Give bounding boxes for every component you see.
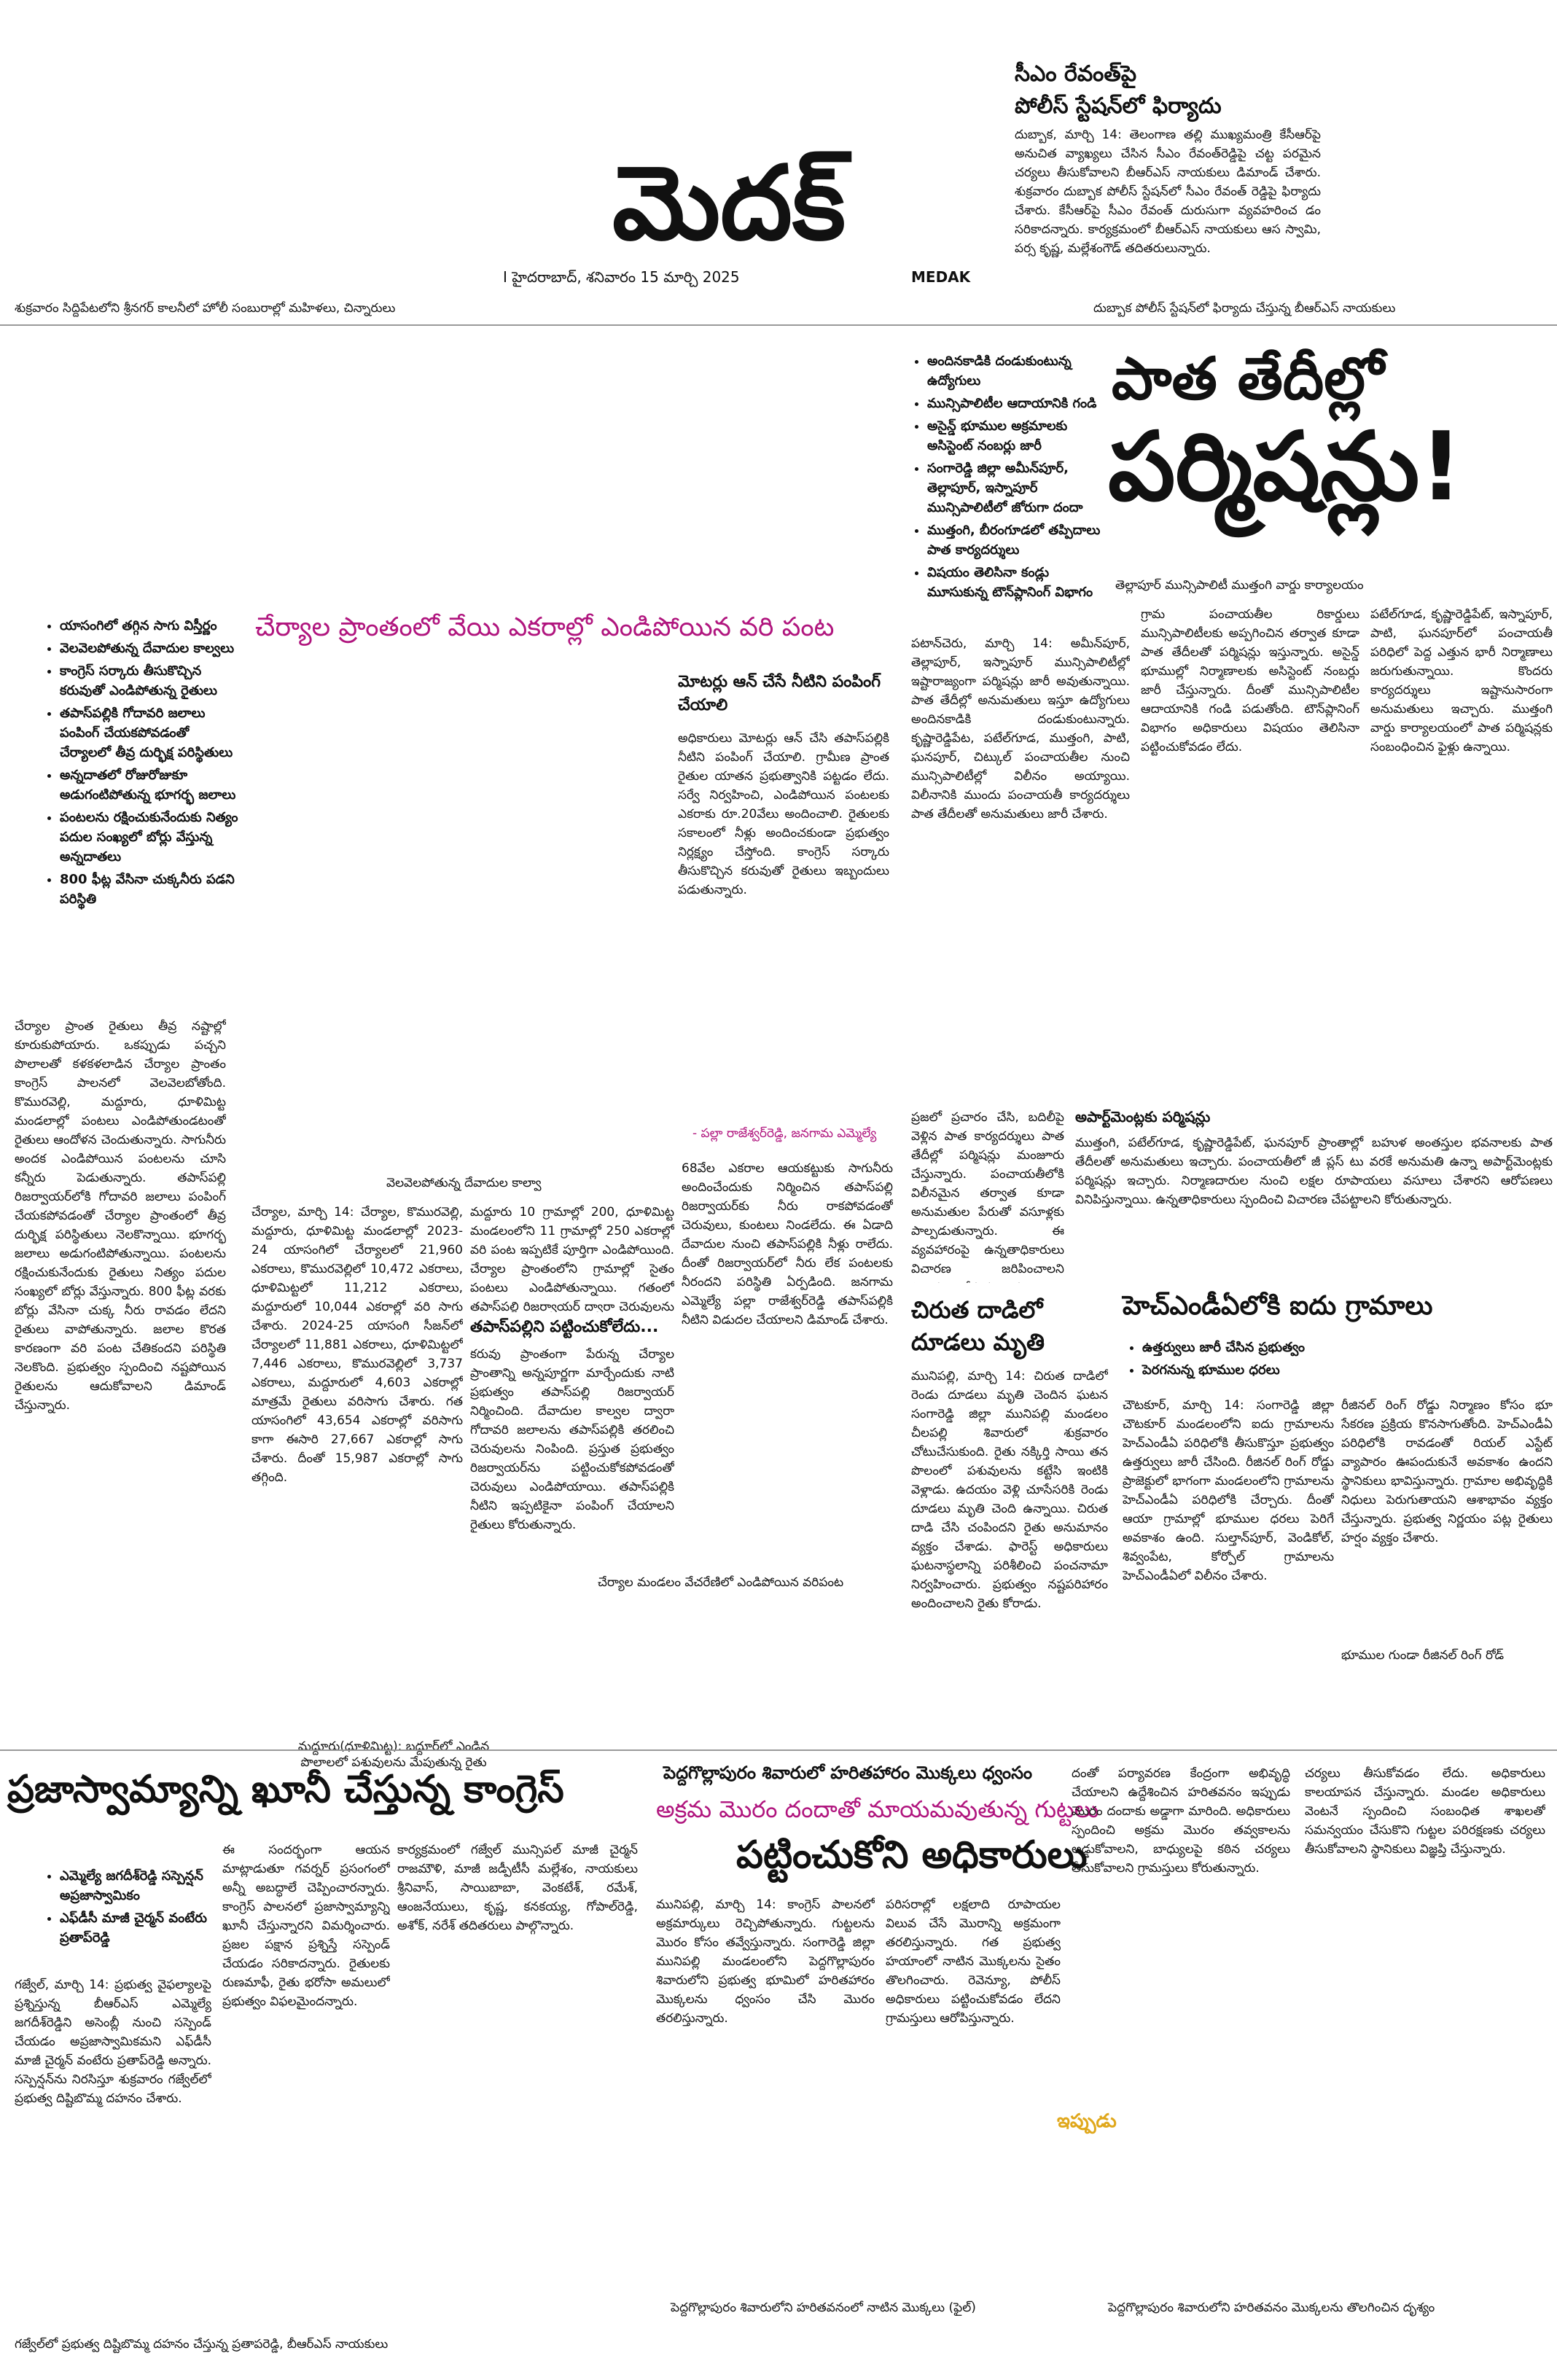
bullet: పంటలను రక్షించుకునేందుకు నిత్యం పదుల సంఖ… <box>60 808 242 867</box>
subhead: తపాస్‌పల్లిని పట్టించుకోలేదు... <box>470 1318 659 1336</box>
bullet: తపాస్‌పల్లికి గోదావరి జలాలు పంపింగ్ చేయక… <box>60 703 242 762</box>
bullet: యాసంగిలో తగ్గిన సాగు విస్తీర్ణం <box>60 616 242 636</box>
article-body: చేర్యాల, మార్చి 14: చేర్యాల, కొమురవెల్లి… <box>251 1205 463 1485</box>
article-body: చౌటకూర్, మార్చి 14: సంగారెడ్డి జిల్లా చౌ… <box>1123 1398 1334 1583</box>
bullet: ఉత్తర్వులు జారీ చేసిన ప్రభుత్వం <box>1142 1338 1434 1357</box>
headline: చేర్యాల ప్రాంతంలో వేయి ఎకరాల్లో ఎండిపోయి… <box>255 612 835 642</box>
article-body: అధికారులు మోటర్లు ఆన్ చేసి తపాస్‌పల్లికి… <box>678 731 889 897</box>
article-body: రీజినల్ రింగ్ రోడ్డు నిర్మాణం కోసం భూ సే… <box>1341 1398 1553 1545</box>
headline: పాత తేదీల్లో <box>1112 345 1384 413</box>
divider <box>0 324 1557 326</box>
bullet-list: ఎమ్మెల్యే జగదీశ్‌రెడ్డి సస్పెన్షన్ అప్రజ… <box>44 1866 227 1951</box>
photo-caption: పెద్దగొల్లాపురం శివారులోని హరితవనంలో నాట… <box>671 2301 976 2315</box>
headline: హెచ్ఎండీఏలోకి ఐదు గ్రామాలు <box>1123 1291 1433 1321</box>
label: ఇప్పుడు <box>1057 2110 1117 2132</box>
article-body: దంతో పర్యావరణ కేంద్రంగా అభివృద్ధి చేయాలన… <box>1072 1766 1290 1876</box>
divider <box>0 1749 1557 1751</box>
article-body: ముత్తంగి, పటేల్‌గూడ, కృష్ణారెడ్డిపేట్, ఘ… <box>1075 1136 1553 1207</box>
article-body: గ్రామ పంచాయతీల రికార్డులు మున్సిపాలిటీలక… <box>1141 607 1359 754</box>
article-body: దుబ్బాక, మార్చి 14: తెలంగాణ తల్లి ముఖ్యమ… <box>1015 128 1321 256</box>
bullet-list: యాసంగిలో తగ్గిన సాగు విస్తీర్ణం వెలవెలపో… <box>44 616 242 912</box>
article-body: ఈ సందర్భంగా ఆయన మాట్లాడుతూ గవర్నర్ ప్రసం… <box>222 1843 390 2009</box>
photo-caption: చేర్యాల మండలం వేచరేణిలో ఎండిపోయిన వరిపంట <box>598 1575 844 1590</box>
headline-line: చిరుత దాడిలో <box>911 1296 1043 1324</box>
article-body: చేర్యాల ప్రాంత రైతులు తీవ్ర నష్టాల్లో కూ… <box>15 1019 226 1413</box>
dateline: I హైదరాబాద్, శనివారం 15 మార్చి 2025 <box>503 268 740 286</box>
bullet: అసైన్డ్ భూముల అక్రమాలకు అసిస్టెంట్ నంబర్… <box>927 416 1109 456</box>
bullet: ముత్తంగి, బీరంగూడలో తప్పిదాలు పాత కార్యద… <box>927 520 1109 560</box>
article-body: 68వేల ఎకరాల ఆయకట్టుకు సాగునీరు అందించేంద… <box>682 1161 893 1327</box>
photo-caption: పెద్దగొల్లాపురం శివారులోని హరితవనం మొక్క… <box>1108 2301 1435 2315</box>
subhead: మోటర్లు ఆన్ చేసే నీటిని పంపింగ్ చేయాలి <box>678 673 881 714</box>
article-body: పటేల్‌గూడ, కృష్ణారెడ్డిపేట్, ఇస్నాపూర్, … <box>1370 607 1553 754</box>
bullet: అందినకాడికి దండుకుంటున్న ఉద్యోగులు <box>927 351 1109 391</box>
bullet: సంగారెడ్డి జిల్లా అమీన్‌పూర్, తెల్లాపూర్… <box>927 459 1109 518</box>
headline: పట్టించుకోని అధికారులు <box>736 1833 1088 1877</box>
bullet-list: ఉత్తర్వులు జారీ చేసిన ప్రభుత్వం పెరగనున్… <box>1126 1338 1434 1383</box>
bullet: అన్నదాతలో రోజురోజుకూ అడుగంటిపోతున్న భూగర… <box>60 765 242 805</box>
photo-caption: శుక్రవారం సిద్దిపేటలోని శ్రీనగర్ కాలనీలో… <box>15 301 396 316</box>
headline: సీఎం రేవంత్‌పై పోలీస్ స్టేషన్‌లో ఫిర్యాదు <box>1015 58 1335 122</box>
bullet: పెరగనున్న భూముల ధరలు <box>1142 1360 1434 1380</box>
bullet: మున్సిపాలిటీల ఆదాయానికి గండి <box>927 394 1109 413</box>
bullet: కాంగ్రెస్ సర్కారు తీసుకొచ్చిన కరువుతో ఎం… <box>60 661 242 701</box>
article-body: చర్యలు తీసుకోవడం లేదు. అధికారులు కాలయాపన… <box>1305 1766 1545 1857</box>
article-body: ప్రజలో ప్రచారం చేసి, బదిలీపై వెళ్లిన పాత… <box>911 1110 1064 1283</box>
masthead: మెదక్ <box>612 144 846 263</box>
photo-caption: తెల్లాపూర్ మున్సిపాలిటీ ముత్తంగి వార్డు … <box>1115 578 1364 593</box>
article-body: కరువు ప్రాంతంగా పేరున్న చేర్యాల ప్రాంతాన… <box>470 1347 674 1532</box>
edition: MEDAK <box>911 268 971 286</box>
photo-caption: వెలవెలపోతున్న దేవాదుల కాల్వా <box>386 1176 542 1190</box>
article-body: మద్దూరు 10 గ్రామాల్లో 200, ధూళిమిట్ట మండ… <box>470 1205 674 1312</box>
bullet: వెలవెలపోతున్న దేవాదుల కాల్వలు <box>60 639 242 658</box>
headline: అక్రమ మొరం దందాతో మాయమవుతున్న గుట్టలు <box>656 1795 1099 1823</box>
headline: ప్రజాస్వామ్యాన్ని ఖూనీ చేస్తున్న కాంగ్రె… <box>7 1768 564 1811</box>
article-body: మునిపల్లి, మార్చి 14: కాంగ్రెస్ పాలనలో అ… <box>656 1897 875 2026</box>
photo-caption: భూముల గుండా రీజినల్ రింగ్ రోడ్ <box>1341 1648 1505 1663</box>
article-body: పటాన్‌చెరు, మార్చి 14: అమీన్‌పూర్, తెల్ల… <box>911 636 1130 822</box>
photo-caption: దుబ్బాక పోలీస్ స్టేషన్‌లో ఫిర్యాదు చేస్త… <box>1093 301 1396 316</box>
headline: పర్మిషన్లు! <box>1108 411 1463 522</box>
headline-line: సీఎం రేవంత్‌పై <box>1015 61 1137 87</box>
bullet: విషయం తెలిసినా కండ్లు మూసుకున్న టౌన్‌ప్ల… <box>927 563 1109 602</box>
signature: - పల్లా రాజేశ్వర్‌రెడ్డి, జనగామ ఎమ్మెల్య… <box>692 1126 877 1141</box>
bullet-list: అందినకాడికి దండుకుంటున్న ఉద్యోగులు మున్స… <box>911 351 1109 605</box>
subhead: అపార్ట్‌మెంట్లకు పర్మిషన్లు <box>1075 1108 1211 1125</box>
bullet: 800 ఫీట్ల వేసినా చుక్కనీరు పడని పరిస్థిత… <box>60 870 242 909</box>
article-body: కార్యక్రమంలో గజ్వేల్ మున్సిపల్ మాజీ చైర్… <box>397 1843 638 1933</box>
photo-caption: గజ్వేల్‌లో ప్రభుత్వ దిష్టిబొమ్మ దహనం చేస… <box>15 2337 389 2352</box>
article-body: గజ్వేల్, మార్చి 14: ప్రభుత్వ వైఫల్యాలపై … <box>15 1978 211 2106</box>
bullet: ఎమ్మెల్యే జగదీశ్‌రెడ్డి సస్పెన్షన్ అప్రజ… <box>60 1866 227 1905</box>
headline-line: పోలీస్ స్టేషన్‌లో ఫిర్యాదు <box>1015 93 1222 119</box>
headline-line: దూడలు మృతి <box>911 1328 1045 1356</box>
bullet: ఎఫ్‌డీసీ మాజీ చైర్మన్ వంటేరు ప్రతాప్‌రెడ… <box>60 1908 227 1948</box>
article-body: మునిపల్లి, మార్చి 14: చిరుత దాడిలో రెండు… <box>911 1369 1108 1611</box>
kicker: పెద్దగొల్లాపురం శివారులో హరితహారం మొక్కల… <box>663 1763 1033 1783</box>
article-body: పరిసరాల్లో లక్షలాది రూపాయల విలువ చేసే మొ… <box>886 1897 1061 2026</box>
headline: చిరుత దాడిలో దూడలు మృతి <box>911 1294 1045 1358</box>
